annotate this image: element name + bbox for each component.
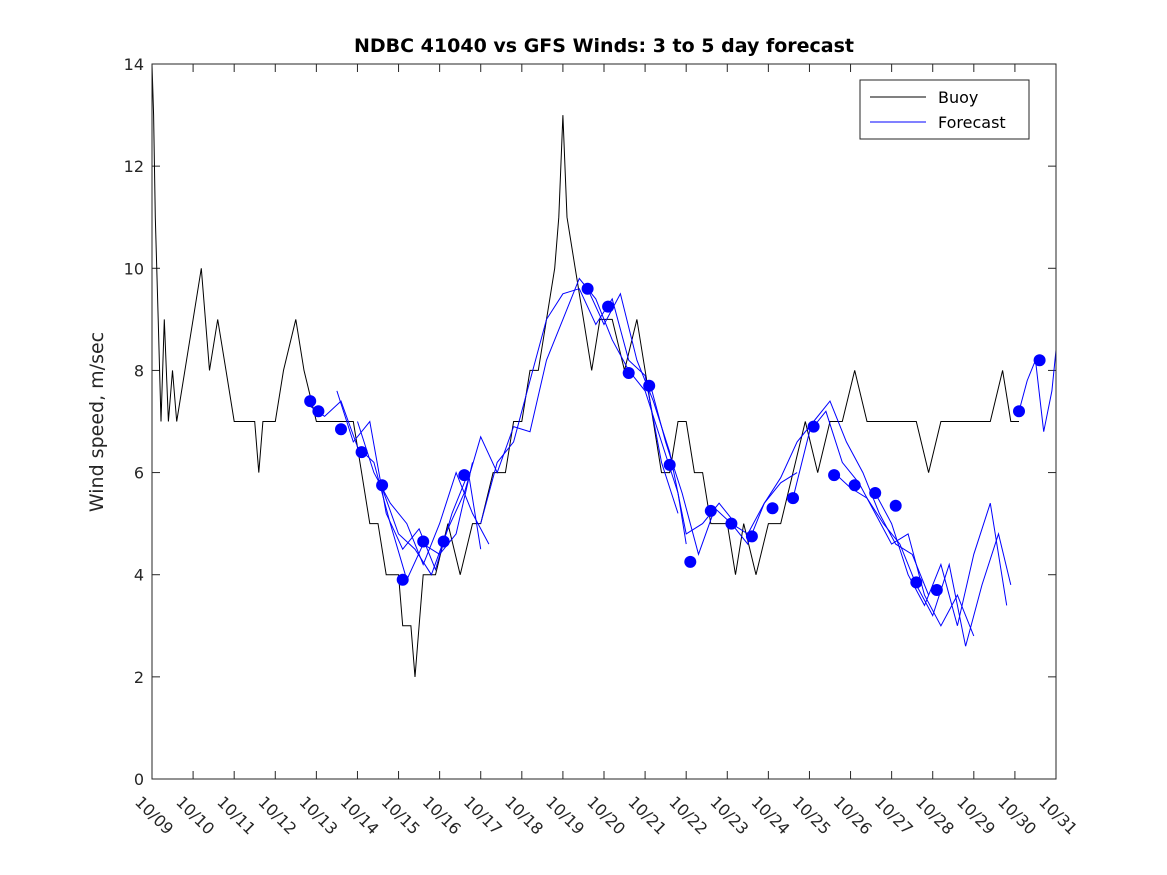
forecast-marker bbox=[828, 469, 841, 482]
x-tick-label: 10/29 bbox=[953, 792, 999, 838]
y-tick-label: 8 bbox=[134, 361, 144, 380]
plot-area bbox=[152, 64, 1056, 779]
x-tick-label: 10/31 bbox=[1035, 792, 1081, 838]
x-tick-label: 10/17 bbox=[460, 792, 506, 838]
forecast-marker bbox=[889, 499, 902, 512]
forecast-trace-line bbox=[731, 400, 930, 596]
forecast-marker bbox=[848, 479, 861, 492]
forecast-marker bbox=[745, 530, 758, 543]
forecast-marker bbox=[622, 367, 635, 379]
y-tick-label: 4 bbox=[134, 566, 144, 585]
series-layer bbox=[151, 63, 1057, 677]
x-tick-label: 10/24 bbox=[748, 792, 794, 838]
legend-forecast-label: Forecast bbox=[938, 113, 1006, 132]
forecast-marker bbox=[602, 300, 615, 313]
x-tick-label: 10/11 bbox=[213, 792, 259, 838]
x-tick-label: 10/15 bbox=[378, 792, 424, 838]
plot-frame bbox=[151, 63, 1057, 780]
x-tick-label: 10/16 bbox=[419, 792, 465, 838]
y-tick-label: 14 bbox=[124, 55, 144, 74]
forecast-trace-line bbox=[833, 472, 1012, 647]
x-tick-label: 10/30 bbox=[994, 792, 1040, 838]
x-tick-label: 10/21 bbox=[624, 792, 670, 838]
forecast-trace-line bbox=[874, 492, 1008, 626]
x-tick-label: 10/19 bbox=[542, 792, 588, 838]
forecast-marker bbox=[807, 420, 820, 433]
forecast-marker bbox=[335, 423, 347, 436]
x-tick-label: 10/14 bbox=[337, 792, 383, 838]
x-tick-label: 10/18 bbox=[501, 792, 547, 838]
forecast-trace-line bbox=[1018, 349, 1057, 432]
forecast-marker bbox=[458, 469, 471, 482]
x-tick-label: 10/26 bbox=[830, 792, 876, 838]
forecast-marker bbox=[304, 395, 317, 408]
y-tick-label: 2 bbox=[134, 668, 144, 687]
x-tick-label: 10/13 bbox=[296, 792, 342, 838]
forecast-marker bbox=[581, 282, 594, 295]
x-tick-label: 10/25 bbox=[789, 792, 835, 838]
forecast-marker bbox=[312, 405, 325, 418]
forecast-marker bbox=[437, 535, 450, 548]
legend-buoy-label: Buoy bbox=[938, 88, 978, 107]
y-tick-label: 12 bbox=[124, 157, 144, 176]
x-tick-label: 10/23 bbox=[706, 792, 752, 838]
y-tick-label: 6 bbox=[134, 464, 144, 483]
forecast-marker bbox=[355, 446, 368, 459]
y-tick-labels: 0 2 4 6 8 10 12 14 bbox=[124, 55, 144, 789]
chart-title: NDBC 41040 vs GFS Winds: 3 to 5 day fore… bbox=[354, 35, 854, 57]
forecast-marker bbox=[663, 458, 676, 471]
forecast-marker bbox=[766, 502, 779, 515]
x-tick-label: 10/22 bbox=[665, 792, 711, 838]
x-tick-label: 10/20 bbox=[583, 792, 629, 838]
x-tick-label: 10/28 bbox=[912, 792, 958, 838]
x-tick-label: 10/09 bbox=[131, 792, 177, 838]
legend: Buoy Forecast bbox=[859, 79, 1030, 140]
forecast-marker bbox=[1013, 405, 1025, 418]
x-tick-label: 10/10 bbox=[172, 792, 218, 838]
forecast-trace-line bbox=[480, 288, 679, 524]
forecast-marker bbox=[1033, 354, 1046, 367]
forecast-marker bbox=[869, 487, 882, 499]
forecast-marker bbox=[376, 479, 389, 492]
legend-box bbox=[859, 79, 1030, 140]
forecast-trace-line bbox=[792, 410, 975, 637]
forecast-marker bbox=[930, 584, 943, 596]
forecast-marker bbox=[417, 535, 430, 548]
forecast-trace-line bbox=[381, 277, 687, 576]
forecast-marker bbox=[787, 492, 799, 505]
x-tick-label: 10/12 bbox=[254, 792, 300, 838]
forecast-marker bbox=[684, 555, 697, 568]
forecast-marker bbox=[725, 517, 738, 530]
forecast-marker bbox=[910, 576, 923, 589]
x-tick-label: 10/27 bbox=[871, 792, 917, 838]
forecast-trace-line bbox=[336, 390, 482, 572]
y-tick-label: 0 bbox=[134, 770, 144, 789]
x-tick-labels: 10/0910/1010/1110/1210/1310/1410/1510/16… bbox=[131, 792, 1081, 838]
forecast-marker bbox=[704, 504, 717, 517]
y-tick-label: 10 bbox=[124, 259, 144, 278]
forecast-marker bbox=[396, 573, 409, 586]
y-axis-label: Wind speed, m/sec bbox=[86, 332, 108, 512]
forecast-marker bbox=[643, 379, 656, 392]
forecast-trace-line bbox=[309, 400, 473, 582]
